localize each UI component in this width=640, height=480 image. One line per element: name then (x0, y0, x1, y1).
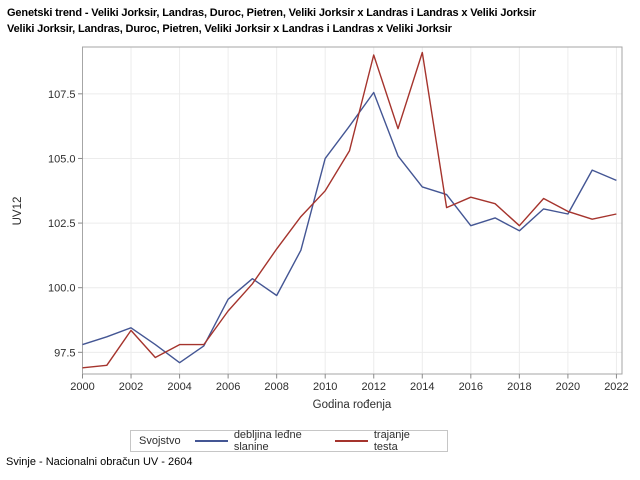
legend-item-series1: debljina leđne slanine (194, 429, 322, 453)
x-tick-label: 2002 (119, 381, 143, 393)
y-tick-label: 102.5 (48, 218, 76, 230)
series2-line-sample-icon (334, 440, 368, 442)
y-axis-label: UV12 (12, 197, 24, 226)
x-tick-label: 2012 (361, 381, 385, 393)
legend-title: Svojstvo (139, 435, 181, 447)
y-tick-label: 105.0 (48, 153, 76, 165)
legend-label-series1: debljina leđne slanine (233, 429, 302, 453)
x-tick-label: 2008 (264, 381, 288, 393)
x-tick-label: 2010 (313, 381, 337, 393)
x-tick-label: 2006 (216, 381, 240, 393)
x-tick-label: 2016 (459, 381, 483, 393)
series-line-2 (82, 51, 617, 369)
plot-frame (82, 46, 623, 375)
grid-layer (82, 47, 622, 374)
x-tick-label: 2022 (604, 381, 628, 393)
x-tick-label: 2014 (410, 381, 434, 393)
y-tick-label: 107.5 (48, 89, 76, 101)
y-tick-label: 100.0 (48, 283, 76, 295)
x-tick-label: 2004 (167, 381, 191, 393)
x-tick-label: 2018 (507, 381, 531, 393)
series1-line-sample-icon (194, 440, 228, 442)
x-axis-label: Godina rođenja (313, 399, 392, 411)
y-tick-label: 97.5 (54, 347, 75, 359)
chart-legend: Svojstvo debljina leđne slanine trajanje… (130, 429, 448, 453)
series-line-1 (82, 91, 617, 364)
legend-label-series2: trajanje testa (373, 429, 410, 453)
series-layer (82, 51, 617, 369)
tick-layer: 2000 2002 2004 2006 2008 2010 2012 2014 2016 2018… (48, 89, 629, 393)
chart-title-line2: Veliki Jorksir, Landras, Duroc, Pietren,… (7, 22, 452, 35)
x-tick-label: 2020 (556, 381, 580, 393)
legend-item-series2: trajanje testa (334, 429, 426, 453)
chart-title: Genetski trend - Veliki Jorksir, Landras… (7, 6, 536, 37)
chart-title-line1: Genetski trend - Veliki Jorksir, Landras… (7, 7, 537, 19)
footer-note: Svinje - Nacionalni obračun UV - 2604 (6, 456, 193, 468)
x-tick-label: 2000 (70, 381, 94, 393)
